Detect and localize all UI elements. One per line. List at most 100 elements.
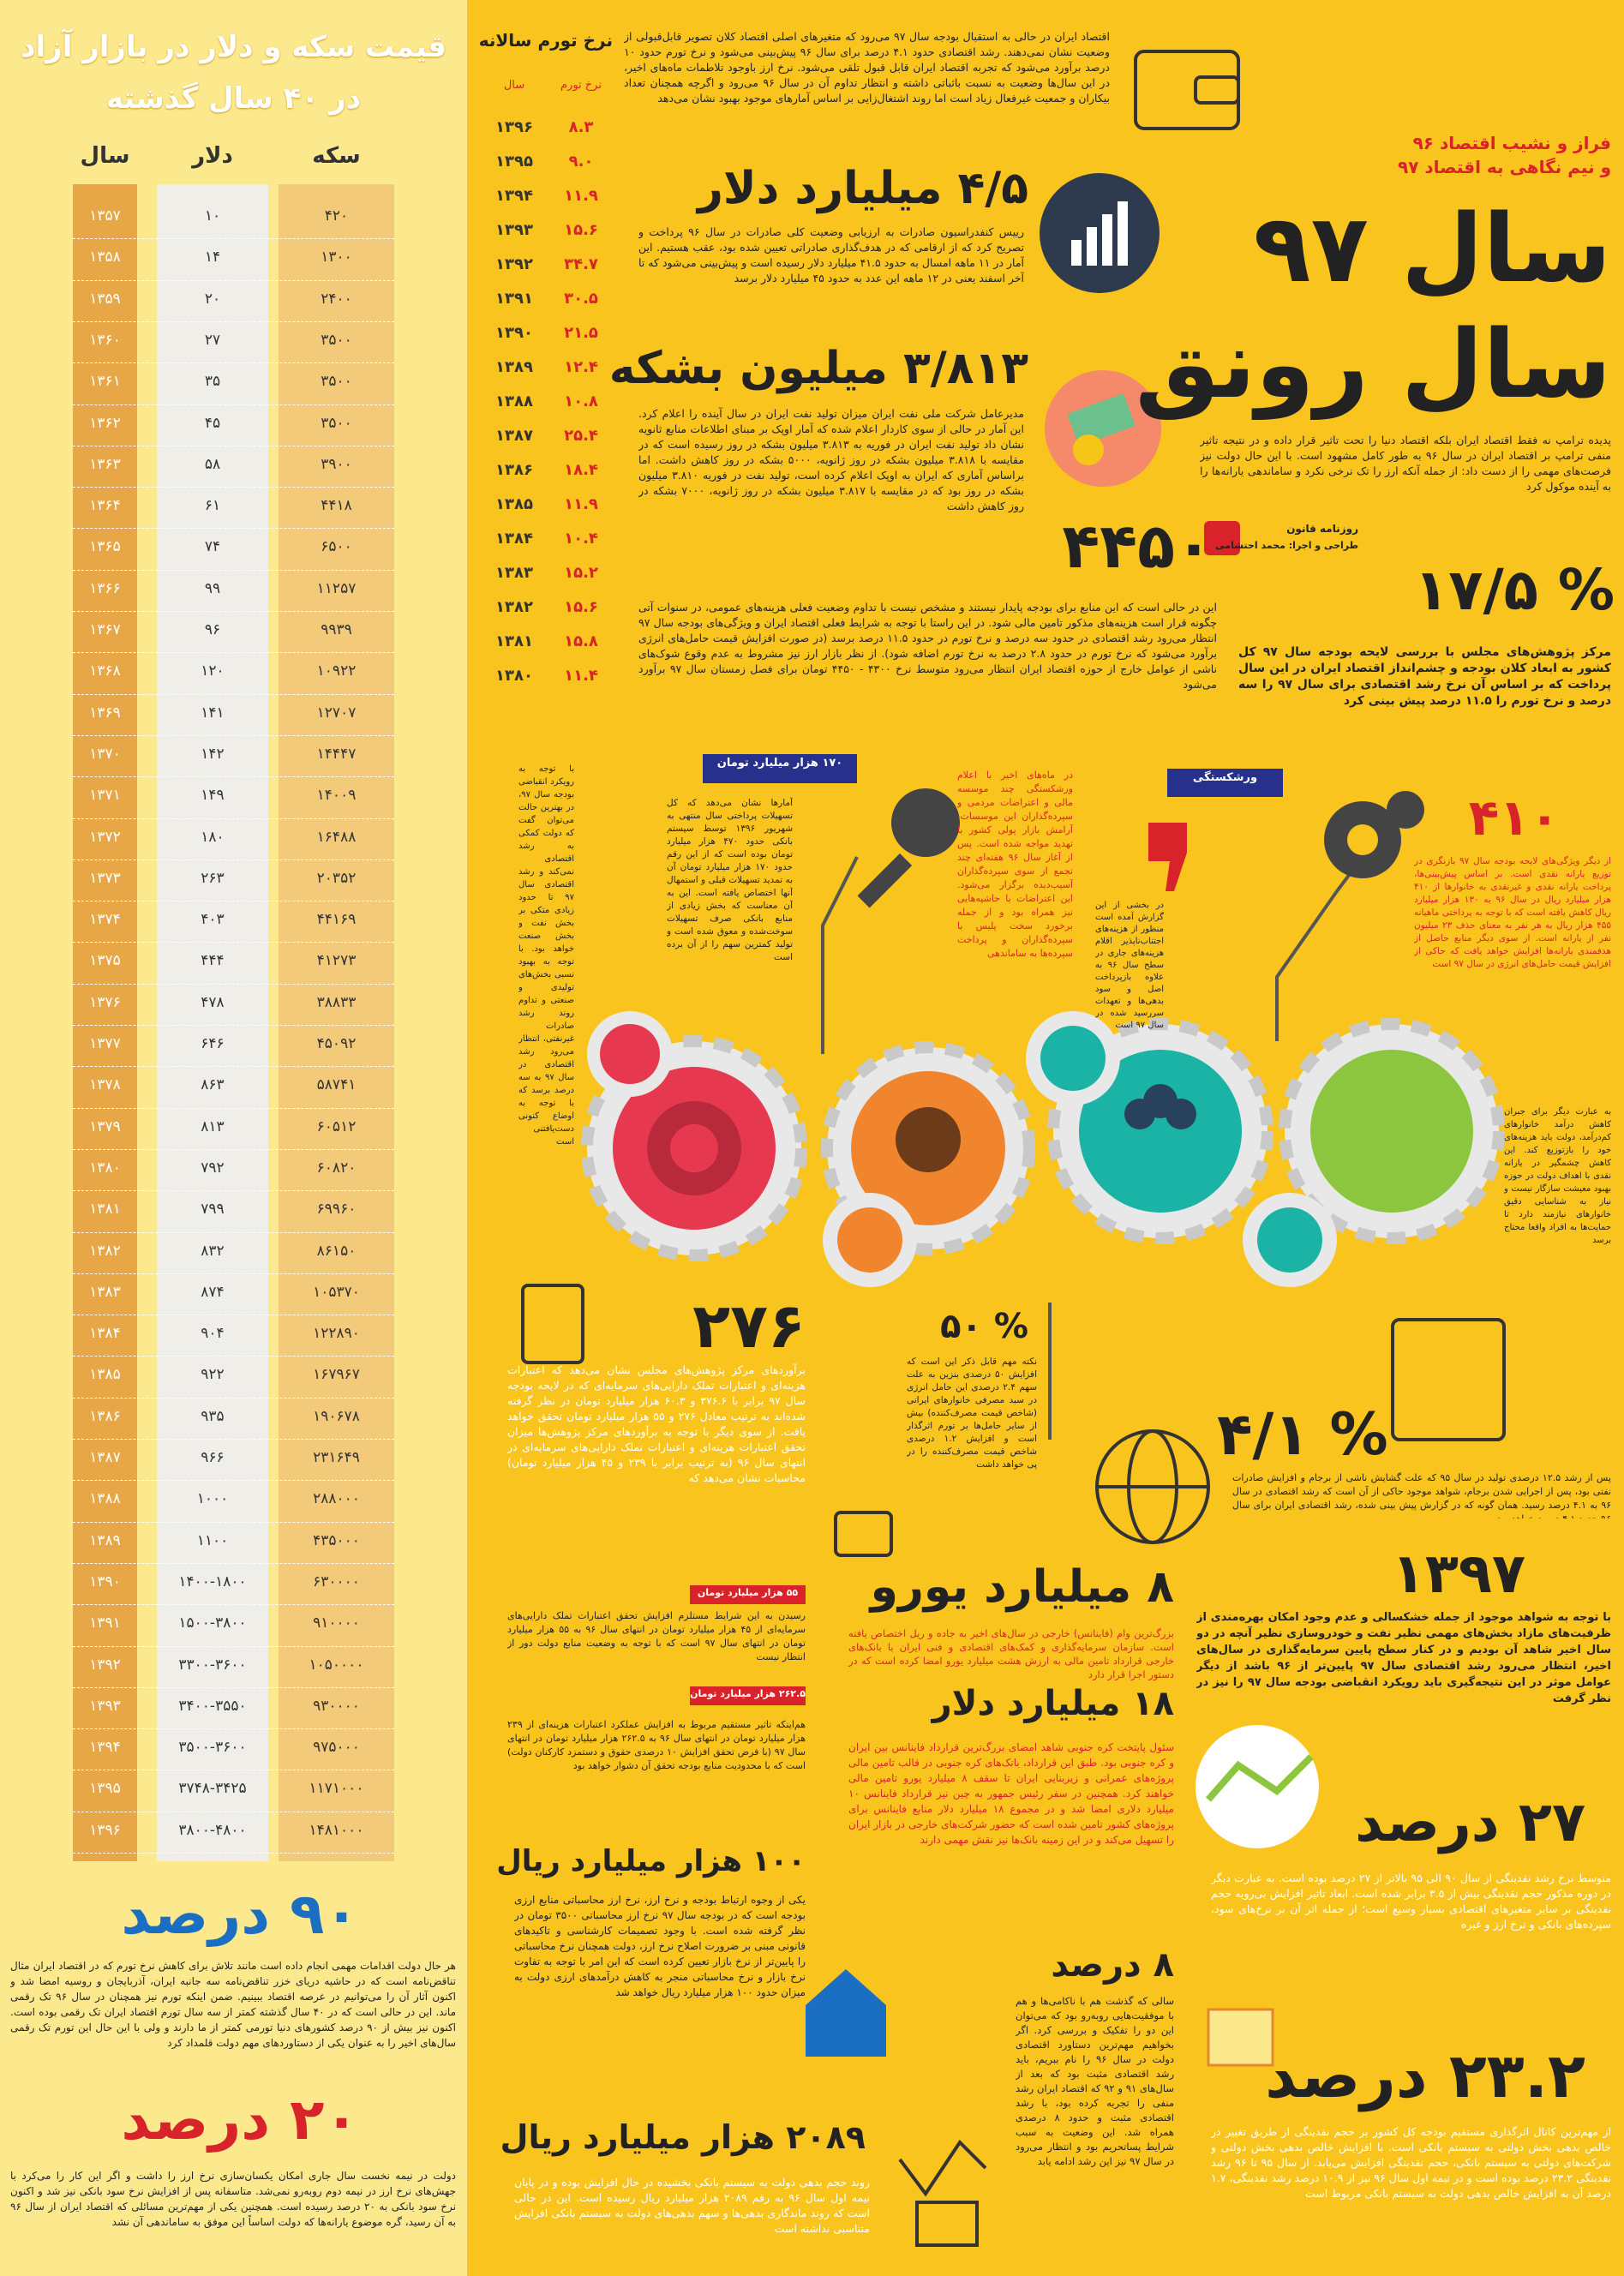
table-cell: ۱۴۰۰۹ [316, 787, 357, 805]
chart-icon [1071, 201, 1128, 266]
table-cell: ۱۳۶۴ [89, 497, 121, 515]
table-cell: ۱۳۸۳ [89, 1283, 121, 1301]
table-cell: ۱۳۹۳ [495, 221, 533, 239]
row-rule [73, 569, 394, 571]
row-rule [73, 1107, 394, 1109]
stat-value: ۴/۱ % [1217, 1401, 1388, 1469]
table-cell: ۱۳۸۱ [495, 632, 533, 650]
table-cell: ۱۳۶۶ [89, 579, 121, 597]
table-cell: ۱۳۸۲ [495, 598, 533, 616]
stat-value: ۴/۵ میلیارد دلار [697, 163, 1028, 214]
stat-text: هر حال دولت اقدامات مهمی انجام داده است … [10, 1960, 456, 2049]
table-cell: ۱۳۸۶ [495, 461, 533, 479]
table-cell: ۱۴۲ [201, 745, 225, 763]
table-cell: ۱۳۹۱ [89, 1614, 121, 1632]
table-cell: ۹۶۶ [201, 1449, 225, 1466]
table-cell: ۱۳۶۹ [89, 704, 121, 722]
stat-value: ۲۰۸۹ هزار میلیارد ریال [500, 2118, 866, 2156]
table-cell: ۱۳۵۸ [89, 249, 121, 267]
table-cell: ۱۰ [204, 207, 221, 225]
row-rule [73, 279, 394, 281]
label-box: ورشکستگی [1167, 769, 1283, 797]
label-box: ۵۵ هزار میلیارد تومان [690, 1585, 806, 1604]
table-cell: ۱۳۹۶ [495, 118, 533, 136]
table-cell: ۴۲۰ [324, 207, 349, 225]
table-cell: ۴۳۵۰۰۰ [313, 1531, 360, 1549]
table-cell: ۱۲۷۰۷ [316, 704, 357, 722]
row-rule [73, 1397, 394, 1399]
table-cell: ۱۵.۶ [564, 221, 598, 239]
logo [1204, 521, 1240, 555]
table-cell: ۱۳۷۴ [89, 911, 121, 929]
row-rule [73, 1686, 394, 1688]
table-cell: ۱۳۹۲ [89, 1656, 121, 1674]
table-cell: ۱۳۷۸ [89, 1076, 121, 1094]
table-cell: ۱۱.۹ [564, 187, 598, 205]
label-box: ۲۶۲.۵ هزار میلیارد تومان [690, 1686, 806, 1705]
row-rule [73, 983, 394, 985]
row-rule [73, 1025, 394, 1026]
table-cell: ۱۳۸۷ [495, 427, 533, 445]
table-cell: ۳۵۰۰ [321, 373, 352, 391]
stat-text: مرکز پژوهش‌های مجلس با بررسی لایحه بودجه… [1238, 645, 1611, 708]
table-cell: ۱۱۲۵۷ [316, 579, 357, 597]
column-bg [279, 184, 394, 1861]
stat-text: پس از رشد ۱۲.۵ درصدی تولید در سال ۹۵ که … [1232, 1472, 1611, 1518]
table-cell: ۲۵.۴ [564, 427, 598, 445]
table-cell: ۱۳۸۹ [89, 1531, 121, 1549]
table-cell: ۱۹۰۶۷۸ [313, 1407, 360, 1425]
table-cell: ۱۳۷۰ [89, 745, 121, 763]
stat-value: ۲۳.۲ درصد [1265, 2039, 1585, 2111]
table-cell: ۳۵۰۰ [321, 331, 352, 349]
column-header: نرخ تورم [560, 79, 602, 92]
table-cell: ۳۴.۷ [564, 255, 598, 273]
table-cell: ۱۳۶۱ [89, 373, 121, 391]
table-cell: ۹۷۵۰۰۰ [313, 1739, 360, 1757]
stat-text: رییس کنفدراسیون صادرات به ارزیابی وضعیت … [638, 225, 1024, 284]
row-rule [73, 487, 394, 488]
table-cell: ۱۳۹۰ [89, 1572, 121, 1590]
table-cell: ۱۵.۲ [564, 564, 598, 582]
chart-icon [1207, 2008, 1274, 2067]
table-cell: ۳۷۴۸-۳۴۲۵ [178, 1780, 247, 1798]
table-cell: ۱۲۲۸۹۰ [313, 1325, 360, 1343]
table-cell: ۱۳۷۵ [89, 952, 121, 970]
table-cell: ۹۲۲ [201, 1366, 225, 1384]
row-rule [73, 693, 394, 695]
row-rule [73, 818, 394, 819]
table-cell: ۱۳۷۳ [89, 869, 121, 887]
table-cell: ۴۱۲۷۳ [316, 952, 357, 970]
wallet-icon [1134, 50, 1240, 130]
table-cell: ۱۴۹ [201, 787, 225, 805]
thumbs-icon [1148, 823, 1187, 891]
kicker: و نیم نگاهی به اقتصاد ۹۷ [1397, 157, 1611, 177]
stat-value: ۲۷ درصد [1355, 1791, 1585, 1854]
row-rule [73, 1728, 394, 1730]
row-rule [73, 1562, 394, 1564]
table-cell: ۱۳۶۳ [89, 455, 121, 473]
panel-title: قیمت سکه و دلار در بازار آزاد [21, 30, 446, 64]
table-cell: ۱۵۰۰-۳۸۰۰ [178, 1614, 247, 1632]
table-cell: ۱۳۹۲ [495, 255, 533, 273]
table-cell: ۲۰ [204, 290, 221, 308]
table-cell: ۱۸۰ [201, 828, 225, 846]
table-cell: ۱۳۷۶ [89, 993, 121, 1011]
stat-value: ۱۰۰ هزار میلیارد ریال [496, 1844, 806, 1878]
table-cell: ۲۴۰۰ [321, 290, 352, 308]
table-cell: ۱۳۷۹ [89, 1117, 121, 1135]
price-table: سکه دلار سال ۴۲۰ ۱۰ ۱۳۵۷ ۱۳۰۰ ۱۴ ۱۳۵۸ ۲۴۰۰ ۲۰ ۱۳۵۹ ۳… [0, 0, 467, 1868]
connector [1275, 855, 1364, 1041]
table-cell: ۹.۰ [568, 153, 594, 171]
row-rule [73, 362, 394, 364]
stat-text: متوسط نرخ رشد نقدینگی از سال ۹۰ الی ۹۵ ب… [1211, 1872, 1611, 1931]
table-cell: ۱۰.۴ [564, 530, 598, 548]
note-text: به عبارت دیگر برای جبران کاهش درآمد خانو… [1504, 1107, 1611, 1245]
table-cell: ۱۰۵۰۰۰۰ [309, 1656, 364, 1674]
pie-icon [1196, 1725, 1319, 1848]
row-rule [73, 1521, 394, 1523]
stat-value: ۲۰ درصد [121, 2087, 359, 2153]
table-cell: ۲۱.۵ [564, 324, 598, 342]
table-cell: ۱۳۵۷ [89, 207, 121, 225]
label-box: ۱۷۰ هزار میلیارد تومان [703, 754, 857, 783]
